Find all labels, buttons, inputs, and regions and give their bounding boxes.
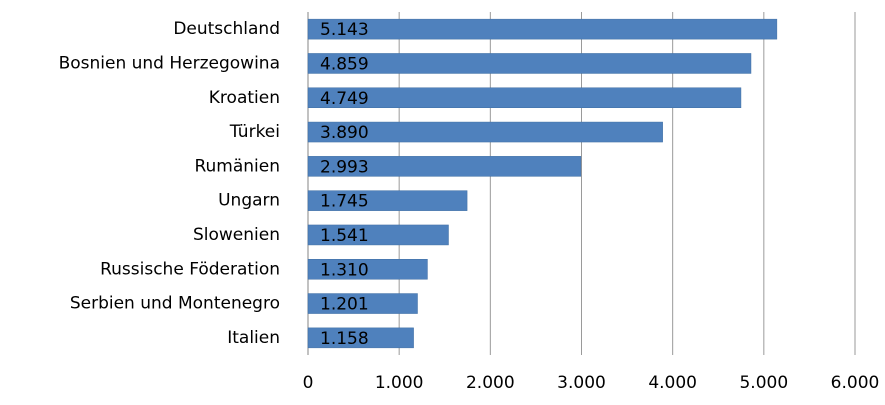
bar	[307, 224, 449, 246]
y-tick-label: Serbien und Montenegro	[70, 294, 280, 314]
y-tick-label: Türkei	[229, 122, 280, 142]
y-tick-label: Russische Föderation	[100, 259, 280, 279]
bar	[307, 53, 752, 74]
bar	[307, 327, 414, 349]
value-label: 1.745	[320, 192, 369, 212]
x-tick-label: 5.000	[739, 373, 788, 393]
y-tick-label: Kroatien	[209, 88, 280, 108]
bar	[307, 87, 742, 108]
value-label: 3.890	[320, 123, 369, 143]
bar	[307, 259, 428, 280]
value-label: 1.541	[320, 226, 369, 246]
x-tick-label: 4.000	[648, 373, 697, 393]
y-tick-label: Ungarn	[218, 191, 280, 211]
bar	[307, 18, 778, 40]
value-label: 1.310	[320, 260, 369, 280]
value-label: 2.993	[320, 157, 369, 177]
bar	[307, 190, 468, 211]
y-tick-label: Italien	[227, 328, 280, 348]
value-label: 4.859	[320, 54, 369, 74]
value-label: 1.201	[320, 295, 369, 315]
x-tick-label: 2.000	[466, 373, 515, 393]
x-tick-label: 3.000	[557, 373, 606, 393]
value-label: 1.158	[320, 329, 369, 349]
x-tick-label: 6.000	[831, 373, 880, 393]
x-tick-label: 1.000	[375, 373, 424, 393]
y-tick-label: Deutschland	[173, 19, 280, 39]
value-label: 5.143	[320, 20, 369, 40]
bar	[307, 121, 663, 143]
y-tick-label: Rumänien	[194, 156, 280, 176]
value-label: 4.749	[320, 89, 369, 109]
y-tick-label: Slowenien	[193, 225, 280, 245]
x-tick-label: 0	[303, 373, 314, 393]
y-tick-label: Bosnien und Herzegowina	[59, 53, 280, 73]
bar	[307, 156, 582, 177]
bar	[307, 293, 418, 314]
